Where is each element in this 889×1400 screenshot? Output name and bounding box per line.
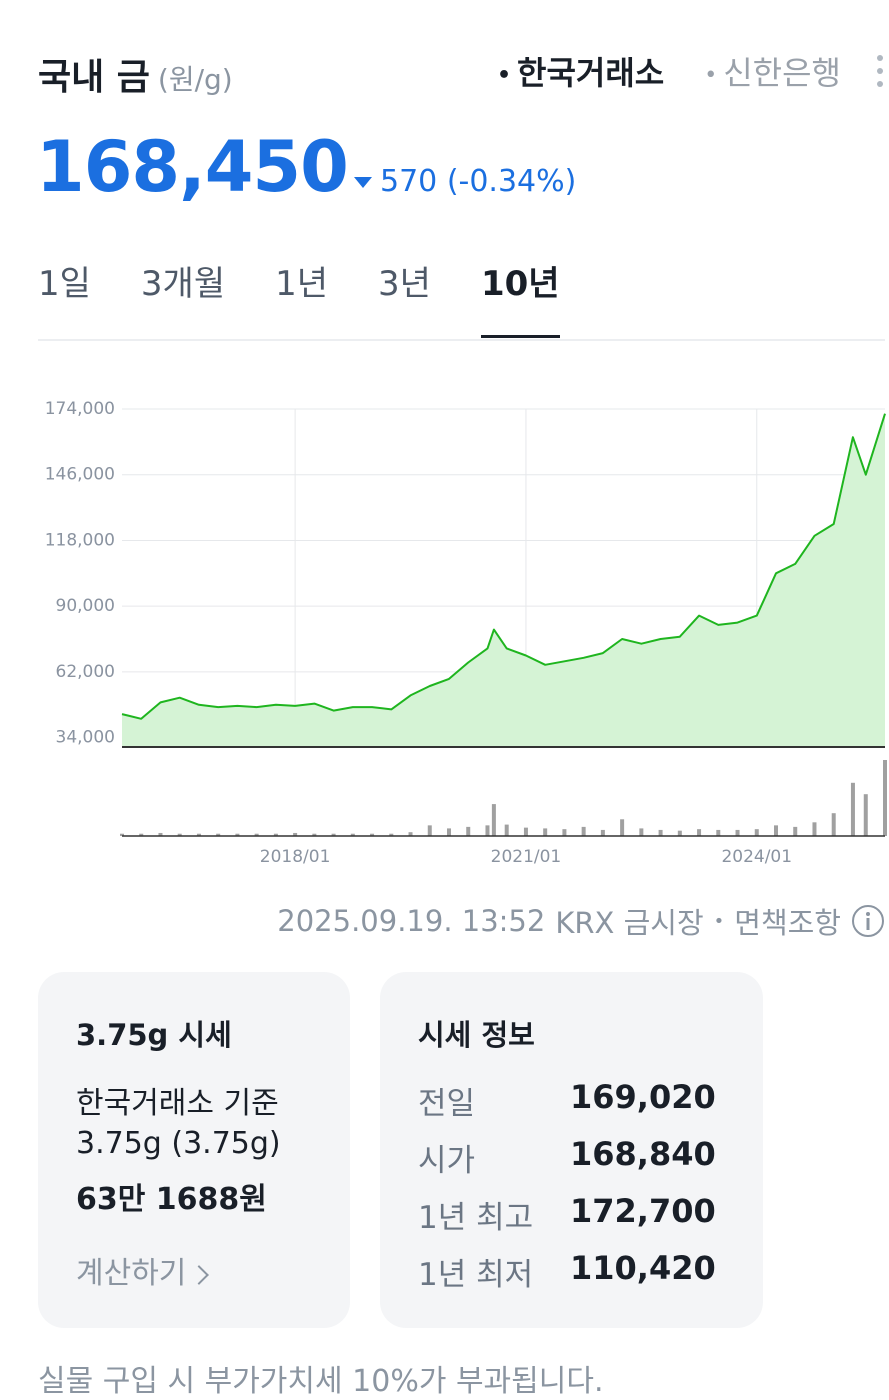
notice: 실물 구입 시 부가가치세 10%가 부과됩니다. [38, 1364, 604, 1399]
gram-price-card[interactable]: 3.75g 시세 한국거래소 기준 3.75g (3.75g) 63만 1688… [38, 972, 350, 1328]
card-title: 3.75g 시세 [76, 1018, 232, 1052]
row-label: 시가 [418, 1143, 476, 1179]
row-value: 110,420 [570, 1249, 716, 1287]
x-tick-label: 2018/01 [260, 847, 331, 867]
price-change: 570 (-0.34%) [354, 164, 576, 199]
volume-bar [120, 833, 124, 836]
volume-bar [697, 829, 702, 836]
y-tick-label: 62,000 [56, 662, 115, 682]
title: 국내 금 (원/g) [38, 48, 233, 100]
price: 168,450 [36, 126, 349, 208]
card-amount: 63만 1688원 [76, 1182, 267, 1217]
row-value: 168,840 [570, 1135, 716, 1173]
volume-bar [491, 804, 496, 836]
separator: • [713, 910, 725, 932]
calculate-link[interactable]: 계산하기 [76, 1248, 206, 1292]
volume-bar [466, 826, 471, 836]
y-tick-label: 90,000 [56, 596, 115, 616]
volume-bar [850, 782, 855, 836]
period-tabs: 1일 3개월 1년 3년 10년 [38, 256, 560, 338]
volume-bar [677, 830, 682, 836]
y-tick-label: 118,000 [45, 530, 115, 550]
card-line: 3.75g (3.75g) [76, 1126, 281, 1161]
title-text: 국내 금 [38, 57, 150, 98]
change-percent: (-0.34%) [446, 164, 577, 199]
timestamp: 2025.09.19. 13:52 [277, 904, 546, 938]
period-tab[interactable]: 1일 [38, 264, 91, 304]
volume-bar [331, 833, 336, 836]
area [122, 413, 885, 747]
volume-bar [812, 822, 817, 836]
period-tab[interactable]: 3개월 [140, 264, 226, 304]
source-tab[interactable]: 신한은행 [704, 48, 841, 94]
volume-bar [235, 833, 240, 836]
volume-bar [216, 833, 221, 836]
row-value: 172,700 [570, 1192, 716, 1230]
volume-bar [350, 833, 355, 836]
period-tab[interactable]: 10년 [480, 256, 560, 338]
price-info-card: 시세 정보 전일 169,020 시가 168,840 1년 최고 172,700 1년 최… [380, 972, 763, 1328]
volume-bar [427, 825, 432, 836]
unit: (원/g) [157, 63, 233, 96]
volume-bar [716, 829, 721, 836]
volume-bar [831, 813, 836, 836]
volume-bar [389, 833, 394, 836]
volume-bar [370, 833, 375, 836]
change-amount: 570 [380, 164, 438, 199]
volume-bar [543, 828, 548, 836]
volume-bar [620, 819, 625, 836]
volume-bar [273, 833, 278, 836]
volume-bar [735, 829, 740, 836]
row-label: 1년 최저 [418, 1257, 534, 1293]
volume-bar [639, 828, 644, 836]
volume-bar [158, 832, 163, 836]
market: KRX 금시장 [555, 906, 704, 940]
row-value: 169,020 [570, 1078, 716, 1116]
volume-bar [562, 829, 567, 836]
footer: 2025.09.19. 13:52 KRX 금시장 • 면책조항 [277, 900, 885, 942]
divider [38, 339, 885, 341]
source-tabs: 한국거래소 신한은행 [497, 48, 841, 94]
x-tick-label: 2024/01 [721, 847, 792, 867]
volume-bar [196, 833, 201, 836]
volume-bar [447, 828, 451, 836]
row-label: 전일 [418, 1086, 476, 1122]
volume-bar [754, 829, 759, 836]
volume-bar [658, 829, 663, 836]
y-tick-label: 34,000 [56, 728, 115, 748]
volume-bar [774, 825, 778, 836]
period-tab[interactable]: 1년 [275, 264, 329, 304]
volume-bar [293, 832, 298, 836]
period-tab[interactable]: 3년 [378, 264, 431, 304]
volume-bar [177, 833, 182, 836]
volume-bar [581, 826, 586, 836]
card-line: 한국거래소 기준 [76, 1086, 279, 1121]
volume-bar [883, 760, 887, 836]
volume-bar [408, 832, 413, 836]
volume-bar [523, 827, 528, 836]
source-tab[interactable]: 한국거래소 [497, 48, 664, 94]
info-icon[interactable] [851, 904, 885, 938]
disclaimer[interactable]: 면책조항 [734, 906, 841, 940]
row-label: 1년 최고 [418, 1200, 534, 1236]
more-menu[interactable] [875, 54, 885, 88]
volume-bar [139, 833, 144, 836]
volume-bar [793, 826, 798, 836]
volume-bar [600, 829, 605, 836]
volume-bar [254, 833, 259, 836]
card-title: 시세 정보 [418, 1018, 535, 1052]
volume-bar [863, 794, 868, 836]
volume-bar [485, 825, 490, 836]
volume-bar [312, 833, 317, 836]
volume-bar [504, 824, 509, 836]
y-tick-label: 146,000 [45, 465, 115, 485]
chart: 34,000 62,000 90,000 118,000 146,000 174,000 2… [45, 399, 887, 867]
line [121, 413, 886, 720]
y-tick-label: 174,000 [45, 399, 115, 419]
x-tick-label: 2021/01 [491, 847, 562, 867]
